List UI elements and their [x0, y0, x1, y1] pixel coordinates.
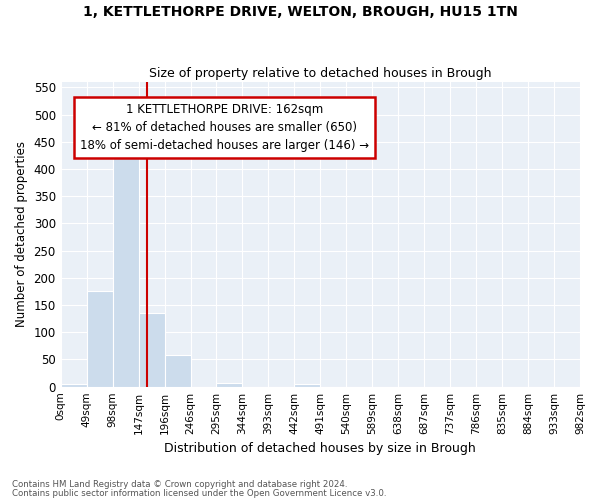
Bar [295, 384, 320, 386]
Bar [86, 292, 113, 386]
Bar [61, 384, 86, 386]
Bar [217, 383, 242, 386]
Text: Contains public sector information licensed under the Open Government Licence v3: Contains public sector information licen… [12, 488, 386, 498]
Bar [164, 355, 191, 386]
Text: 1 KETTLETHORPE DRIVE: 162sqm
← 81% of detached houses are smaller (650)
18% of s: 1 KETTLETHORPE DRIVE: 162sqm ← 81% of de… [80, 102, 370, 152]
Bar [113, 158, 139, 386]
Y-axis label: Number of detached properties: Number of detached properties [15, 142, 28, 328]
Text: Contains HM Land Registry data © Crown copyright and database right 2024.: Contains HM Land Registry data © Crown c… [12, 480, 347, 489]
X-axis label: Distribution of detached houses by size in Brough: Distribution of detached houses by size … [164, 442, 476, 455]
Text: 1, KETTLETHORPE DRIVE, WELTON, BROUGH, HU15 1TN: 1, KETTLETHORPE DRIVE, WELTON, BROUGH, H… [83, 5, 517, 19]
Title: Size of property relative to detached houses in Brough: Size of property relative to detached ho… [149, 66, 491, 80]
Bar [139, 313, 164, 386]
